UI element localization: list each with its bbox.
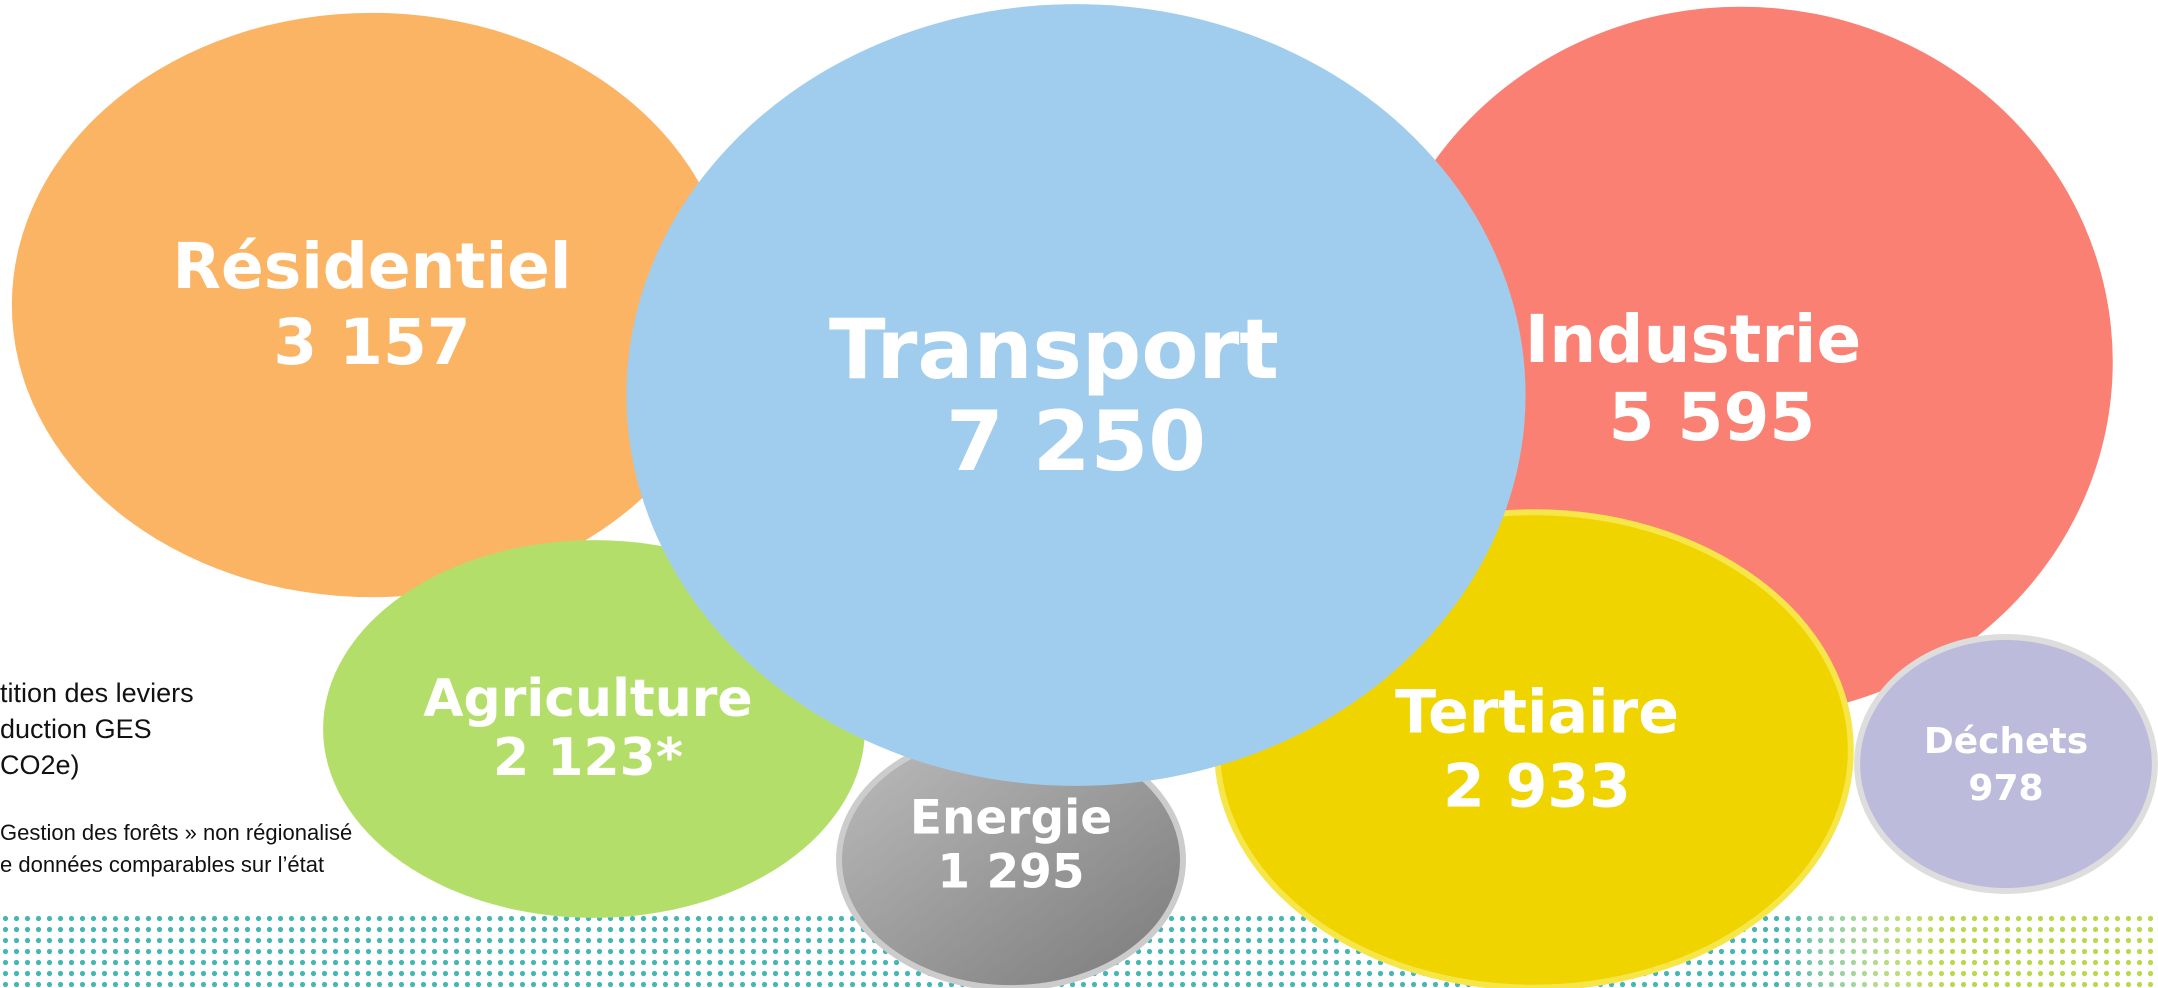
- bubble-name: Agriculture: [423, 669, 752, 729]
- legend-text: duction GES: [0, 714, 152, 744]
- bubble-name: Déchets: [1924, 721, 2088, 762]
- bubble-value: 5 595: [1609, 379, 1816, 456]
- bubble: [626, 4, 1526, 786]
- bubble-value: 7 250: [946, 393, 1206, 490]
- bubble-name: Résidentiel: [172, 230, 571, 303]
- bubble-name: Industrie: [1525, 301, 1862, 378]
- bubble-value: 1 295: [937, 845, 1084, 900]
- footnote: e données comparables sur l’état: [0, 852, 324, 877]
- bubble-value: 3 157: [273, 306, 470, 379]
- legend-text: tition des leviers: [0, 678, 194, 708]
- legend-text: CO2e): [0, 750, 80, 780]
- bubble-name: Tertiaire: [1395, 678, 1679, 748]
- bubble: [1854, 634, 2158, 894]
- bubble-name: Energie: [910, 791, 1112, 846]
- bubble-name: Transport: [829, 301, 1279, 398]
- bubble-value: 978: [1968, 768, 2043, 809]
- footnote: Gestion des forêts » non régionalisé: [0, 820, 352, 845]
- bubble-value: 2 123*: [493, 728, 683, 788]
- bubble-value: 2 933: [1443, 752, 1631, 822]
- dot-band-lime: [1780, 912, 2158, 988]
- bubble: [11, 12, 733, 598]
